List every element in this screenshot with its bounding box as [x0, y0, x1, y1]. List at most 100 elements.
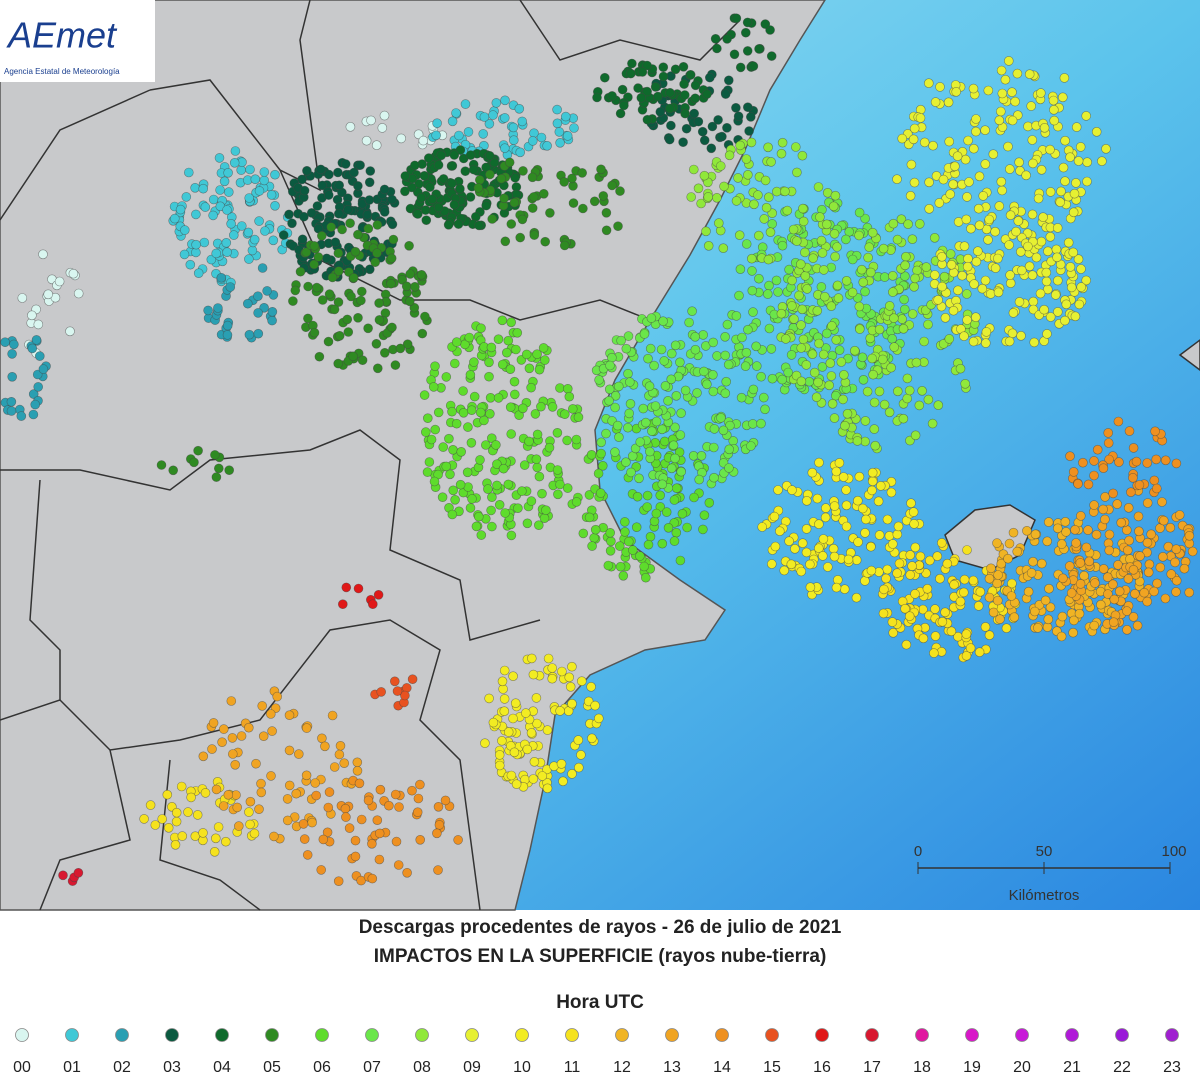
- lightning-dot: [1128, 564, 1139, 575]
- legend-label: 03: [163, 1059, 181, 1076]
- lightning-dot: [189, 457, 199, 468]
- lightning-dot: [905, 191, 916, 201]
- lightning-dot: [1044, 583, 1054, 594]
- lightning-dot: [402, 339, 413, 350]
- lightning-dot: [544, 442, 555, 453]
- lightning-dot: [704, 497, 715, 508]
- lightning-dot: [760, 175, 771, 186]
- lightning-dot: [852, 436, 863, 446]
- logo-box: [0, 0, 155, 82]
- lightning-dot: [333, 208, 344, 219]
- lightning-dot: [596, 448, 606, 459]
- lightning-dot: [829, 413, 840, 423]
- lightning-dot: [363, 795, 374, 806]
- lightning-dot: [717, 131, 727, 142]
- lightning-dot: [849, 345, 860, 356]
- lightning-dot: [878, 243, 889, 254]
- lightning-dot: [302, 850, 313, 860]
- lightning-dot: [1091, 127, 1102, 137]
- lightning-dot: [38, 364, 49, 374]
- lightning-dot: [350, 851, 361, 862]
- lightning-dot: [733, 173, 743, 183]
- lightning-dot: [486, 342, 497, 353]
- lightning-dot: [897, 314, 907, 324]
- lightning-dot: [540, 236, 551, 247]
- lightning-dot: [1114, 586, 1125, 597]
- lightning-dot: [1056, 186, 1066, 197]
- lightning-dot: [663, 395, 673, 406]
- lightning-dot: [552, 104, 562, 115]
- lightning-dot: [225, 282, 236, 292]
- lightning-dot: [831, 335, 842, 345]
- lightning-dot: [997, 185, 1007, 196]
- lightning-dot: [623, 536, 634, 547]
- lightning-dot: [214, 463, 224, 474]
- lightning-dot: [400, 186, 410, 197]
- lightning-dot: [935, 573, 945, 584]
- lightning-dot: [447, 161, 458, 171]
- lightning-dot: [1036, 88, 1046, 98]
- lightning-dot: [1016, 265, 1027, 276]
- lightning-dot: [816, 235, 827, 246]
- lightning-dot: [503, 727, 514, 737]
- lightning-dot: [508, 135, 519, 145]
- lightning-dot: [198, 828, 208, 838]
- lightning-dot: [253, 328, 264, 339]
- lightning-dot: [249, 234, 260, 245]
- lightning-dot: [282, 815, 293, 826]
- lightning-dot: [362, 210, 373, 220]
- lightning-dot: [699, 170, 710, 181]
- lightning-dot: [259, 167, 270, 177]
- lightning-dot: [801, 524, 812, 534]
- lightning-dot: [988, 607, 999, 618]
- lightning-dot: [534, 471, 545, 482]
- lightning-dot: [559, 409, 570, 420]
- lightning-dot: [1113, 560, 1123, 570]
- lightning-dot: [1007, 578, 1017, 589]
- lightning-dot: [415, 779, 425, 790]
- lightning-dot: [9, 339, 19, 350]
- lightning-dot: [1073, 479, 1083, 489]
- lightning-dot: [407, 674, 418, 685]
- lightning-dot: [887, 270, 898, 281]
- lightning-dot: [445, 469, 455, 480]
- lightning-dot: [1103, 438, 1114, 448]
- lightning-dot: [392, 686, 403, 696]
- lightning-dot: [807, 349, 818, 360]
- lightning-dot: [882, 514, 893, 525]
- lightning-dot: [364, 177, 375, 188]
- border: [159, 759, 261, 911]
- lightning-dot: [236, 731, 247, 741]
- lightning-dot: [866, 565, 877, 576]
- lightning-dot: [268, 235, 279, 246]
- lightning-dot: [374, 298, 384, 308]
- lightning-dot: [443, 220, 454, 230]
- lightning-dot: [532, 462, 543, 473]
- lightning-dot: [944, 136, 955, 147]
- lightning-dot: [244, 329, 255, 340]
- lightning-dot: [215, 185, 225, 195]
- lightning-dot: [243, 227, 254, 238]
- lightning-dot: [892, 529, 903, 540]
- lightning-dot: [484, 119, 495, 129]
- lightning-dot: [842, 408, 853, 419]
- lightning-dot: [1039, 123, 1050, 133]
- lightning-dot: [642, 490, 653, 501]
- lightning-dot: [562, 131, 573, 141]
- lightning-dot: [431, 130, 441, 141]
- lightning-dot: [486, 505, 496, 516]
- lightning-dot: [858, 374, 869, 385]
- lightning-dot: [441, 372, 452, 382]
- lightning-dot: [642, 60, 652, 71]
- lightning-dot: [927, 418, 938, 429]
- lightning-dot: [791, 236, 802, 246]
- lightning-dot: [1068, 247, 1078, 258]
- lightning-dot: [297, 174, 307, 185]
- lightning-dot: [934, 198, 945, 208]
- lightning-dot: [191, 239, 201, 250]
- lightning-dot: [1030, 606, 1040, 617]
- lightning-dot: [818, 265, 829, 275]
- lightning-dot: [282, 794, 293, 804]
- lightning-dot: [839, 584, 850, 595]
- lightning-dot: [992, 538, 1002, 548]
